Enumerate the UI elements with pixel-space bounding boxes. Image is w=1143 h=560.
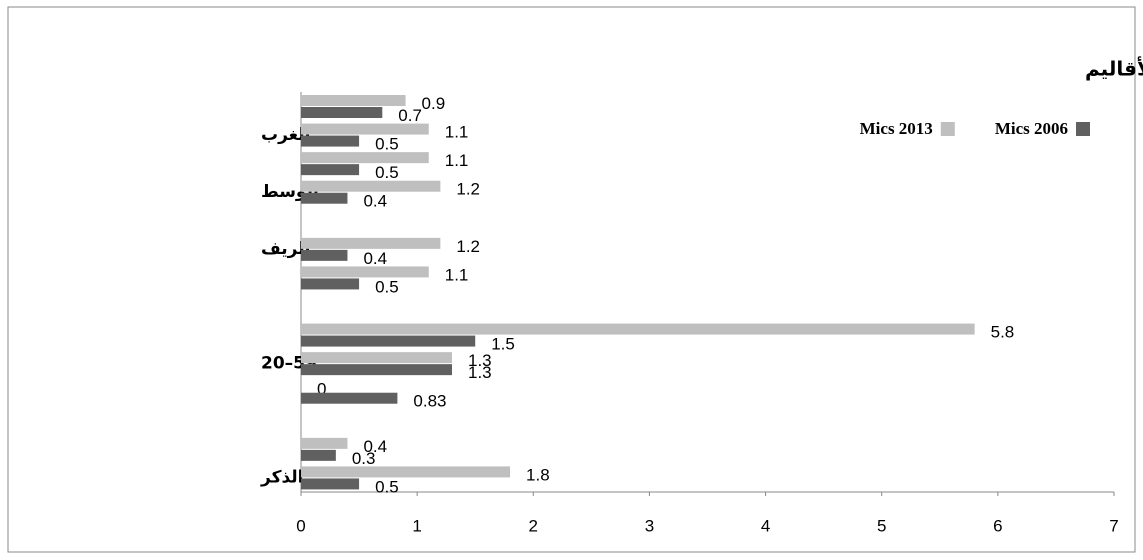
x-tick-label: 5: [877, 516, 886, 535]
data-label: 0.83: [413, 392, 446, 411]
y-tick-label: الريف: [261, 239, 310, 259]
bar: [301, 180, 441, 192]
data-label: 1.8: [526, 465, 550, 484]
data-label: 5.8: [991, 323, 1015, 342]
data-label: 0.5: [375, 135, 399, 154]
x-tick-label: 7: [1109, 516, 1118, 535]
data-label: 1.5: [491, 335, 515, 354]
bar: [301, 164, 360, 176]
x-tick-label: 4: [761, 516, 770, 535]
bar: [301, 352, 452, 364]
x-tick-label: 1: [412, 516, 421, 535]
chart-title: الشكل 2 : الإعاقة الحركية في الجزائر حسب…: [1085, 56, 1143, 82]
bar: [301, 123, 429, 135]
bar: [301, 449, 336, 461]
chart-border: [7, 6, 1136, 553]
legend-label: Mics 2013: [860, 119, 933, 138]
data-label: 1.3: [468, 351, 492, 370]
bar: [301, 335, 476, 347]
legend-swatch: [940, 122, 955, 136]
y-tick-label: الغرب: [261, 125, 310, 145]
bar: [301, 266, 429, 278]
bar: [301, 237, 441, 249]
bar: [301, 192, 348, 204]
bar: [301, 323, 975, 335]
data-label: 0.5: [375, 163, 399, 182]
data-label: 1.1: [445, 123, 469, 142]
bar: [301, 437, 348, 449]
legend-label: Mics 2006: [995, 119, 1068, 138]
x-tick-label: 3: [645, 516, 654, 535]
bar: [301, 392, 398, 404]
bar: [301, 107, 383, 118]
bar: [301, 278, 360, 290]
data-label: 1.2: [456, 180, 480, 199]
bar: [301, 135, 360, 147]
data-label: 0.9: [422, 94, 446, 113]
data-label: 0.4: [363, 192, 387, 211]
bar: [301, 364, 452, 376]
data-label: 0.4: [363, 249, 387, 268]
data-label: 1.3: [468, 363, 492, 382]
bar: [301, 249, 348, 261]
x-tick-label: 0: [296, 516, 305, 535]
legend-swatch: [1076, 122, 1090, 136]
data-label: 1.2: [456, 237, 480, 256]
data-label: 0.5: [375, 477, 399, 496]
data-label: 0.3: [352, 449, 376, 468]
bar: [301, 95, 406, 106]
data-label: 0: [317, 380, 326, 399]
data-label: 1.1: [445, 265, 469, 284]
x-tick-label: 6: [993, 516, 1002, 535]
bar: [301, 152, 429, 164]
data-label: 0.7: [398, 106, 422, 125]
x-tick-label: 2: [529, 516, 538, 535]
data-label: 0.5: [375, 277, 399, 296]
data-label: 0.4: [363, 437, 387, 456]
data-label: 1.1: [445, 151, 469, 170]
y-tick-label: الذكر: [260, 468, 304, 488]
bar: [301, 466, 511, 478]
bar: [301, 478, 360, 490]
